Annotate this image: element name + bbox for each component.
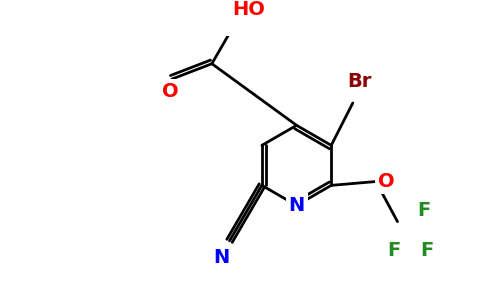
Text: HO: HO bbox=[232, 0, 265, 19]
Text: N: N bbox=[214, 248, 230, 267]
Text: N: N bbox=[288, 196, 305, 215]
Text: F: F bbox=[420, 241, 433, 260]
Text: F: F bbox=[417, 200, 430, 220]
Text: O: O bbox=[162, 82, 179, 101]
Text: F: F bbox=[387, 241, 400, 260]
Text: Br: Br bbox=[347, 72, 371, 91]
Text: O: O bbox=[378, 172, 395, 191]
